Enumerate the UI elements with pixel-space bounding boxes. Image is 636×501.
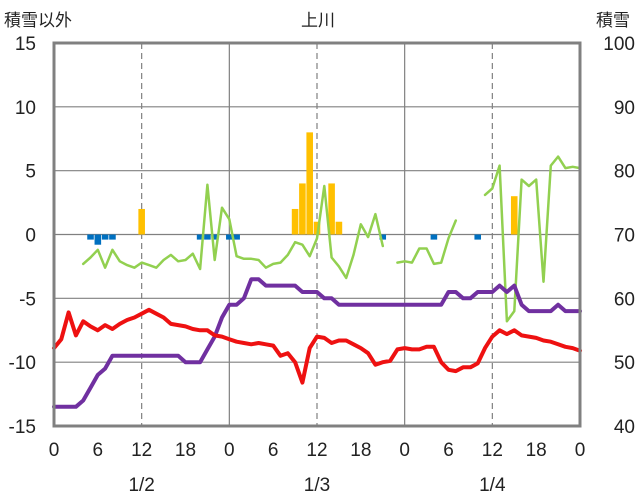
- precipitation-bar: [335, 221, 343, 235]
- left-tick-label: 5: [25, 162, 36, 183]
- date-label: 1/2: [128, 475, 154, 496]
- snow-change-bar: [196, 234, 204, 240]
- snow-change-bar: [474, 234, 482, 240]
- snow-change-bar: [94, 234, 102, 245]
- precipitation-bar: [291, 208, 299, 235]
- precipitation-bar: [313, 221, 321, 235]
- x-tick-label: 18: [350, 440, 371, 461]
- date-label: 1/3: [304, 475, 330, 496]
- snow-change-bar: [211, 234, 219, 240]
- left-tick-label: -5: [19, 289, 36, 310]
- x-tick-label: 18: [526, 440, 547, 461]
- x-tick-label: 12: [482, 440, 503, 461]
- plot-frame: [52, 41, 582, 428]
- right-tick-label: 60: [614, 289, 635, 310]
- left-axis-label: 積雪以外: [4, 11, 72, 31]
- humidity-line: [396, 219, 458, 266]
- chart-title: 上川: [301, 11, 335, 31]
- right-tick-label: 90: [614, 98, 635, 119]
- x-tick-label: 0: [224, 440, 235, 461]
- snow-change-bar: [430, 234, 438, 240]
- left-tick-label: 0: [25, 226, 36, 247]
- humidity-line: [483, 155, 582, 323]
- left-tick-label: -10: [9, 353, 36, 374]
- right-tick-label: 70: [614, 226, 635, 247]
- left-tick-label: 10: [15, 98, 36, 119]
- x-tick-label: 12: [306, 440, 327, 461]
- snow-change-bar: [109, 234, 116, 240]
- humidity-line: [81, 183, 385, 280]
- snow-change-bar: [226, 234, 233, 240]
- snow-change-bar: [87, 234, 94, 240]
- left-tick-label: -15: [9, 417, 36, 438]
- precipitation-bar: [510, 196, 518, 235]
- left-tick-label: 15: [15, 34, 36, 55]
- right-tick-label: 80: [614, 162, 635, 183]
- temperature-line: [52, 307, 582, 385]
- right-axis-label: 積雪: [596, 11, 630, 31]
- date-label: 1/4: [479, 475, 506, 496]
- x-tick-label: 0: [49, 440, 60, 461]
- precipitation-bar: [299, 183, 306, 235]
- precipitation-bar: [306, 132, 313, 235]
- x-tick-label: 0: [575, 440, 586, 461]
- snow-change-bar: [101, 234, 109, 240]
- x-tick-label: 0: [399, 440, 410, 461]
- snow-change-bar: [379, 234, 387, 240]
- snow-depth-line: [52, 277, 582, 409]
- precipitation-bar: [328, 183, 335, 235]
- x-tick-label: 12: [131, 440, 152, 461]
- x-tick-label: 6: [93, 440, 104, 461]
- x-tick-label: 18: [175, 440, 196, 461]
- snow-change-bar: [233, 234, 240, 240]
- bars: [87, 132, 518, 245]
- x-tick-label: 6: [268, 440, 279, 461]
- series-lines: [52, 155, 582, 409]
- right-tick-label: 50: [614, 353, 635, 374]
- precipitation-bar: [138, 208, 145, 235]
- right-tick-label: 100: [603, 34, 635, 55]
- right-tick-label: 40: [614, 417, 635, 438]
- x-tick-label: 6: [443, 440, 454, 461]
- snow-change-bar: [204, 234, 211, 240]
